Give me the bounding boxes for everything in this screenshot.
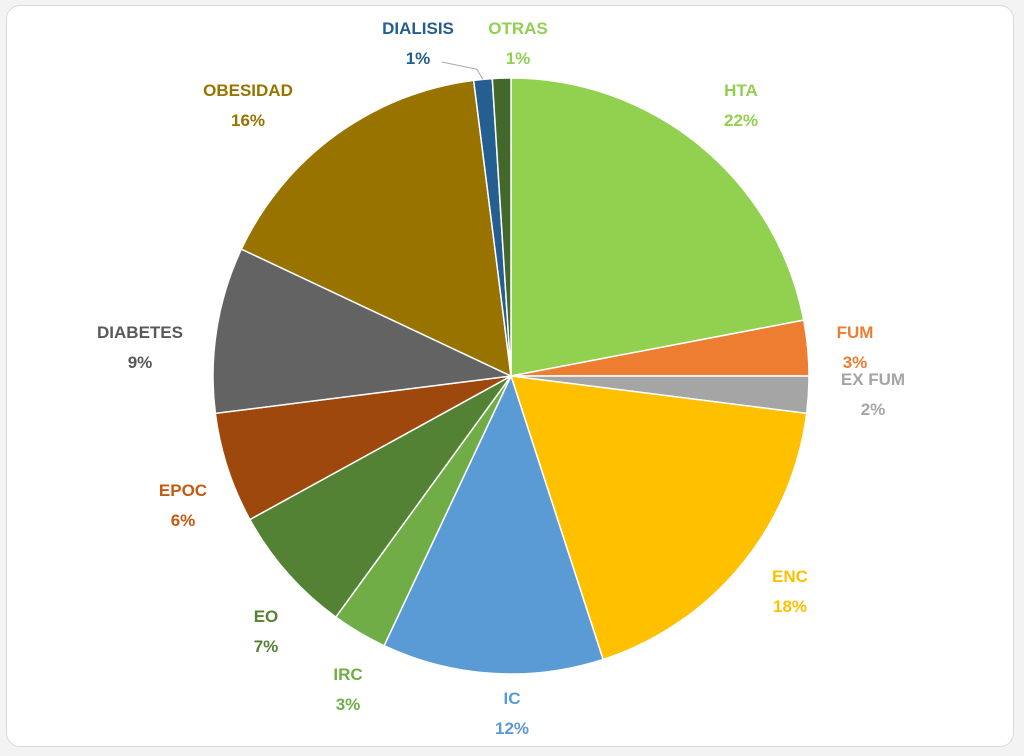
data-label-enc-name: ENC	[772, 567, 808, 586]
data-label-otras-percent: 1%	[506, 49, 531, 68]
data-label-irc-percent: 3%	[336, 695, 361, 714]
data-label-eo-name: EO	[254, 607, 279, 626]
pie-slice-obesidad	[240, 79, 512, 378]
data-label-epoc-percent: 6%	[171, 511, 196, 530]
data-label-diabetes-name: DIABETES	[97, 323, 183, 342]
pie-slice-eo	[248, 375, 512, 619]
data-label-obesidad-percent: 16%	[231, 111, 265, 130]
data-label-enc-percent: 18%	[773, 597, 807, 616]
data-label-ic-name: IC	[504, 689, 521, 708]
pie-slice-ic	[383, 373, 605, 675]
data-label-obesidad-name: OBESIDAD	[203, 81, 293, 100]
pie-slices	[212, 77, 810, 675]
pie-slice-otras	[491, 77, 512, 377]
data-label-diabetes-percent: 9%	[128, 353, 153, 372]
leader-line-dialisis	[441, 61, 484, 80]
data-label-fum-percent: 3%	[843, 353, 868, 372]
pie-slice-hta	[510, 77, 805, 377]
data-label-epoc-name: EPOC	[159, 481, 207, 500]
data-label-fum-name: FUM	[837, 323, 874, 342]
data-label-ex-fum-percent: 2%	[861, 400, 886, 419]
data-label-otras-name: OTRAS	[488, 19, 548, 38]
pie-slice-enc	[509, 375, 808, 661]
leader-lines	[441, 61, 484, 80]
data-label-dialisis-name: DIALISIS	[382, 19, 454, 38]
data-label-irc-name: IRC	[333, 665, 362, 684]
data-label-dialisis-percent: 1%	[406, 49, 431, 68]
data-label-hta-name: HTA	[724, 81, 758, 100]
data-label-eo-percent: 7%	[254, 637, 279, 656]
data-label-ic-percent: 12%	[495, 719, 529, 738]
pie-slice-diabetes	[212, 248, 514, 415]
data-label-ex-fum-name: EX FUM	[841, 370, 905, 389]
data-label-hta-percent: 22%	[724, 111, 758, 130]
